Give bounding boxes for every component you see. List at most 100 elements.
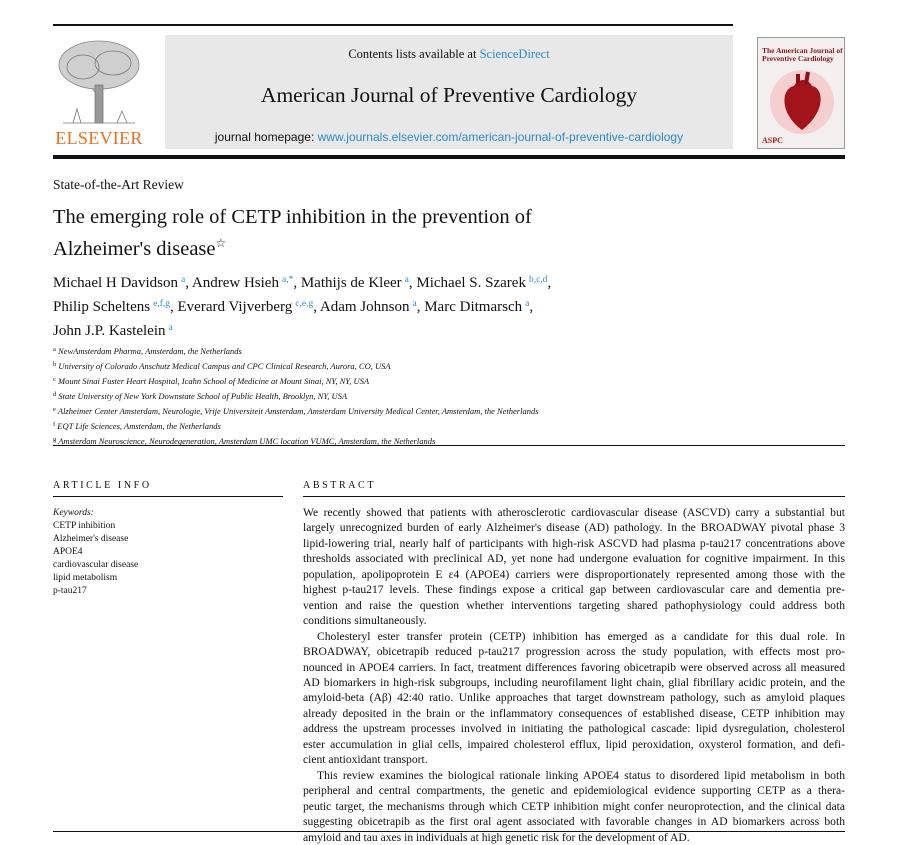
affiliation-text: Mount Sinai Fuster Heart Hospital, Icahn… (58, 376, 370, 386)
abstract-line: thresholds associated with preclinical A… (303, 552, 845, 566)
author-affiliation-link[interactable]: a,* (282, 275, 294, 285)
abstract-line: already deposited in the brain or the in… (303, 706, 845, 720)
affiliation-text: NewAmsterdam Pharma, Amsterdam, the Neth… (58, 346, 242, 356)
divider (303, 496, 845, 497)
author-name: John J.P. Kastelein (53, 323, 166, 339)
author-name: Adam Johnson (319, 299, 410, 315)
divider (53, 496, 283, 497)
author-affiliation-link[interactable]: e,f,g (153, 299, 170, 309)
abstract-line: largely unrecognized burden of early Alz… (303, 521, 845, 535)
abstract-line: population, apolipoprotein E ε4 (APOE4) … (303, 567, 845, 581)
abstract-line: amyloid-beta (Aβ) 42:40 ratio. Unlike ap… (303, 691, 845, 705)
abstract-line: address the upstream processes involved … (303, 722, 845, 736)
abstract-line: suggesting obicetrapib as the first oral… (303, 815, 845, 829)
abstract-line: We recently showed that patients with at… (303, 506, 845, 519)
abstract-line: cient antioxidant transport. (303, 753, 428, 767)
affiliation-key: f (53, 421, 56, 428)
journal-banner: Contents lists available at ScienceDirec… (165, 35, 733, 149)
abstract-paragraph: Cholesteryl ester transfer protein (CETP… (303, 629, 845, 768)
abstract-line: conditions simultaneously. (303, 614, 427, 628)
author-list: Michael H Davidson a, Andrew Hsieh a,*, … (53, 275, 552, 339)
abstract-line: peutic target, the mechanisms through wh… (303, 799, 845, 813)
affiliation-text: University of Colorado Anschutz Medical … (58, 361, 391, 371)
abstract-line: nounced in APOE4 carriers. In fact, trea… (303, 660, 845, 674)
affiliation: a NewAmsterdam Pharma, Amsterdam, the Ne… (53, 343, 539, 358)
abstract-line: AD biomarkers in high-risk subgroups, in… (303, 675, 845, 689)
keywords-label: Keywords: (53, 508, 94, 518)
homepage-link[interactable]: www.journals.elsevier.com/american-journ… (317, 130, 684, 144)
article-info-heading: ARTICLE INFO (53, 480, 152, 491)
keyword[interactable]: lipid metabolism (53, 573, 118, 583)
affiliation: b University of Colorado Anschutz Medica… (53, 358, 539, 373)
publisher-wordmark: ELSEVIER (55, 128, 143, 148)
journal-cover: The American Journal of Preventive Cardi… (757, 37, 845, 149)
author-name: Everard Vijverberg (177, 299, 293, 315)
affiliation-key: e (53, 406, 56, 413)
author-affiliation-link[interactable]: c,e,g (295, 299, 314, 309)
keyword[interactable]: p-tau217 (53, 586, 87, 596)
keyword[interactable]: CETP inhibition (53, 521, 116, 531)
cover-title: The American Journal of Preventive Cardi… (762, 46, 843, 63)
author-affiliation-link[interactable]: a (525, 299, 530, 309)
affiliation-key: a (53, 346, 56, 353)
abstract-line: highest p-tau217 levels. These findings … (303, 583, 845, 597)
affiliation: e Alzheimer Center Amsterdam, Neurologie… (53, 403, 539, 418)
affiliation: f EQT Life Sciences, Amsterdam, the Neth… (53, 418, 539, 433)
heart-icon (770, 70, 834, 134)
affiliation: g Amsterdam Neuroscience, Neurodegenerat… (53, 433, 539, 448)
author-affiliation-link[interactable]: a (181, 275, 186, 285)
affiliation-key: g (53, 436, 57, 443)
sciencedirect-link[interactable]: ScienceDirect (479, 47, 550, 61)
affiliation-key: c (53, 376, 56, 383)
homepage-line: journal homepage: www.journals.elsevier.… (165, 130, 733, 144)
title-footnote-star-icon[interactable]: ☆ (215, 236, 227, 250)
author-name: Marc Ditmarsch (424, 299, 523, 315)
abstract-line: Cholesteryl ester transfer protein (CETP… (317, 629, 845, 643)
keyword[interactable]: Alzheimer's disease (53, 534, 129, 544)
affiliation-list: a NewAmsterdam Pharma, Amsterdam, the Ne… (53, 343, 539, 448)
abstract-heading: ABSTRACT (303, 480, 377, 491)
keyword[interactable]: cardiovascular disease (53, 560, 139, 570)
top-rule (53, 24, 733, 26)
author-name: Mathijs de Kleer (300, 275, 402, 291)
article-title: The emerging role of CETP inhibition in … (53, 204, 673, 262)
bottom-rule (53, 831, 845, 832)
divider (53, 445, 845, 446)
author-affiliation-link[interactable]: a (168, 323, 173, 333)
author-affiliation-link[interactable]: a (412, 299, 417, 309)
homepage-prefix: journal homepage: (214, 130, 318, 144)
author-affiliation-link[interactable]: a (404, 275, 409, 285)
affiliation: c Mount Sinai Fuster Heart Hospital, Ica… (53, 373, 539, 388)
affiliation-text: State University of New York Downstate S… (58, 391, 348, 401)
abstract-line: This review examines the biological rati… (317, 768, 845, 782)
elsevier-logo: ELSEVIER (53, 37, 145, 149)
author-name: Michael H Davidson (53, 275, 178, 291)
affiliation-key: d (53, 391, 57, 398)
keyword[interactable]: APOE4 (53, 547, 83, 557)
cover-badge: ASPC (762, 136, 783, 145)
abstract-paragraph: We recently showed that patients with at… (303, 505, 845, 629)
abstract-body: We recently showed that patients with at… (303, 505, 845, 845)
author-name: Philip Scheltens (53, 299, 151, 315)
author-name: Andrew Hsieh (191, 275, 279, 291)
author-name: Michael S. Szarek (416, 275, 526, 291)
contents-prefix: Contents lists available at (348, 47, 480, 61)
keywords: Keywords: CETP inhibition Alzheimer's dis… (53, 507, 138, 598)
abstract-line: BROADWAY, obicetrapib reduced p-tau217 p… (303, 645, 845, 659)
title-line: Alzheimer's disease (53, 238, 216, 260)
header-rule (53, 155, 845, 159)
affiliation-key: b (53, 361, 57, 368)
abstract-line: lipid-lowering trial, nearly half of par… (303, 536, 845, 550)
abstract-paragraph: This review examines the biological rati… (303, 768, 845, 845)
abstract-line: peripheral and central compartments, the… (303, 784, 845, 798)
affiliation-text: Alzheimer Center Amsterdam, Neurologie, … (57, 406, 539, 416)
abstract-line: ester accumulation in glial cells, impai… (303, 737, 845, 751)
abstract-line: vention and raise the question whether i… (303, 598, 845, 612)
tree-icon (58, 40, 140, 124)
article-type: State-of-the-Art Review (53, 177, 184, 192)
author-affiliation-link[interactable]: b,c,d (528, 275, 548, 285)
affiliation-text: Amsterdam Neuroscience, Neurodegeneratio… (58, 436, 436, 446)
affiliation: d State University of New York Downstate… (53, 388, 539, 403)
title-line: The emerging role of CETP inhibition in … (53, 206, 532, 228)
affiliation-text: EQT Life Sciences, Amsterdam, the Nether… (57, 421, 221, 431)
